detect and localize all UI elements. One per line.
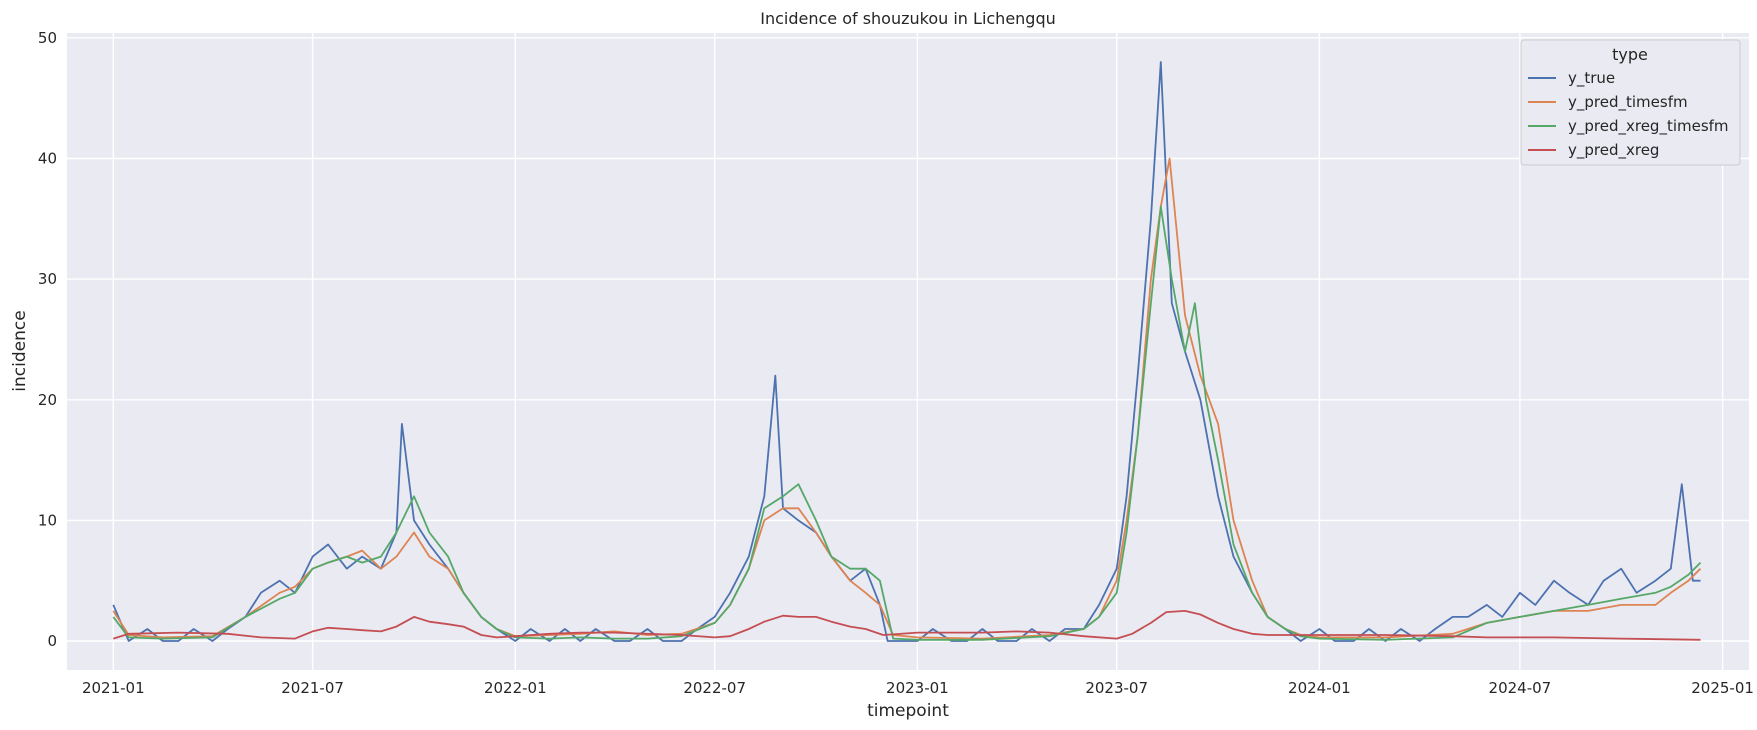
series-line-y-pred-timesfm — [112, 157, 1702, 640]
legend-label: y_pred_xreg_timesfm — [1568, 117, 1729, 136]
y-tick-label: 40 — [38, 150, 57, 168]
x-tick-label: 2024-01 — [1288, 679, 1351, 697]
x-tick-label: 2023-01 — [886, 679, 949, 697]
series-lines — [112, 61, 1702, 642]
plot-area — [67, 33, 1749, 670]
x-tick-label: 2021-01 — [82, 679, 145, 697]
series-line-y-pred-xreg-timesfm — [112, 205, 1702, 641]
legend-items: y_true y_pred_timesfm y_pred_xreg_timesfmy… — [1528, 69, 1729, 160]
legend-title: type — [1612, 45, 1648, 64]
y-tick-label: 20 — [38, 391, 57, 409]
y-tick-label: 30 — [38, 270, 57, 288]
legend-label: y_true — [1568, 69, 1615, 88]
x-tick-label: 2024-07 — [1489, 679, 1552, 697]
x-axis-label: timepoint — [867, 701, 949, 721]
y-tick-label: 50 — [38, 29, 57, 47]
series-line-y-pred-xreg — [113, 610, 1701, 641]
y-tick-labels: 0 10 20 30 40 50 — [38, 29, 57, 650]
x-tick-label: 2021-07 — [281, 679, 344, 697]
legend-box — [1520, 39, 1741, 166]
legend: type y_true y_pred_timesfm y_pred_xreg_tim… — [1520, 39, 1741, 166]
x-tick-label: 2023-07 — [1085, 679, 1148, 697]
x-tick-labels: 2021-01 2021-07 2022-01 2022-07 2023-01 2023-… — [82, 679, 1754, 697]
x-tick-label: 2022-01 — [484, 679, 547, 697]
x-tick-label: 2022-07 — [683, 679, 746, 697]
y-tick-label: 10 — [38, 511, 57, 529]
y-tick-label: 0 — [47, 632, 57, 650]
chart-title: Incidence of shouzukou in Lichengqu — [760, 9, 1056, 28]
legend-label: y_pred_timesfm — [1568, 93, 1688, 112]
y-axis-label: incidence — [10, 310, 30, 391]
series-line-y-true — [112, 61, 1701, 642]
x-tick-label: 2025-01 — [1691, 679, 1754, 697]
legend-label: y_pred_xreg — [1568, 141, 1659, 160]
